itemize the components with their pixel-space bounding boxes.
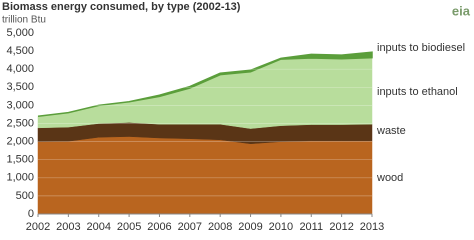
- legend-label: inputs to biodiesel: [377, 42, 465, 54]
- x-tick-label: 2007: [178, 221, 202, 233]
- y-tick-label: 3,500: [6, 81, 34, 93]
- area: [37, 136, 373, 215]
- x-tick-label: 2008: [208, 221, 232, 233]
- chart-title: Biomass energy consumed, by type (2002-1…: [2, 1, 241, 13]
- x-tick-label: 2012: [329, 221, 353, 233]
- x-tick-label: 2006: [147, 221, 171, 233]
- x-tick-label: 2011: [299, 221, 323, 233]
- y-tick-label: 4,000: [6, 63, 34, 75]
- legend-label: waste: [376, 125, 406, 137]
- logo: eia: [452, 3, 471, 18]
- x-tick-label: 2004: [86, 221, 110, 233]
- y-tick-label: 4,500: [6, 45, 34, 57]
- y-tick-label: 0: [28, 208, 34, 220]
- legend-label: wood: [376, 172, 403, 184]
- y-tick-label: 2,500: [6, 117, 34, 129]
- area: [37, 57, 373, 129]
- x-tick-label: 2003: [56, 221, 80, 233]
- x-tick-label: 2005: [117, 221, 141, 233]
- x-tick-label: 2002: [26, 221, 50, 233]
- x-tick-label: 2009: [238, 221, 262, 233]
- y-tick-label: 5,000: [6, 27, 34, 39]
- x-tick-label: 2010: [269, 221, 293, 233]
- y-tick-label: 1,500: [6, 154, 34, 166]
- y-tick-label: 500: [16, 190, 34, 202]
- x-tick-label: 2013: [360, 221, 384, 233]
- area: [37, 51, 373, 118]
- y-tick-label: 1,000: [6, 172, 34, 184]
- legend-label: inputs to ethanol: [377, 86, 458, 98]
- y-tick-label: 3,000: [6, 99, 34, 111]
- y-tick-label: 2,000: [6, 136, 34, 148]
- chart-subtitle: trillion Btu: [2, 15, 46, 26]
